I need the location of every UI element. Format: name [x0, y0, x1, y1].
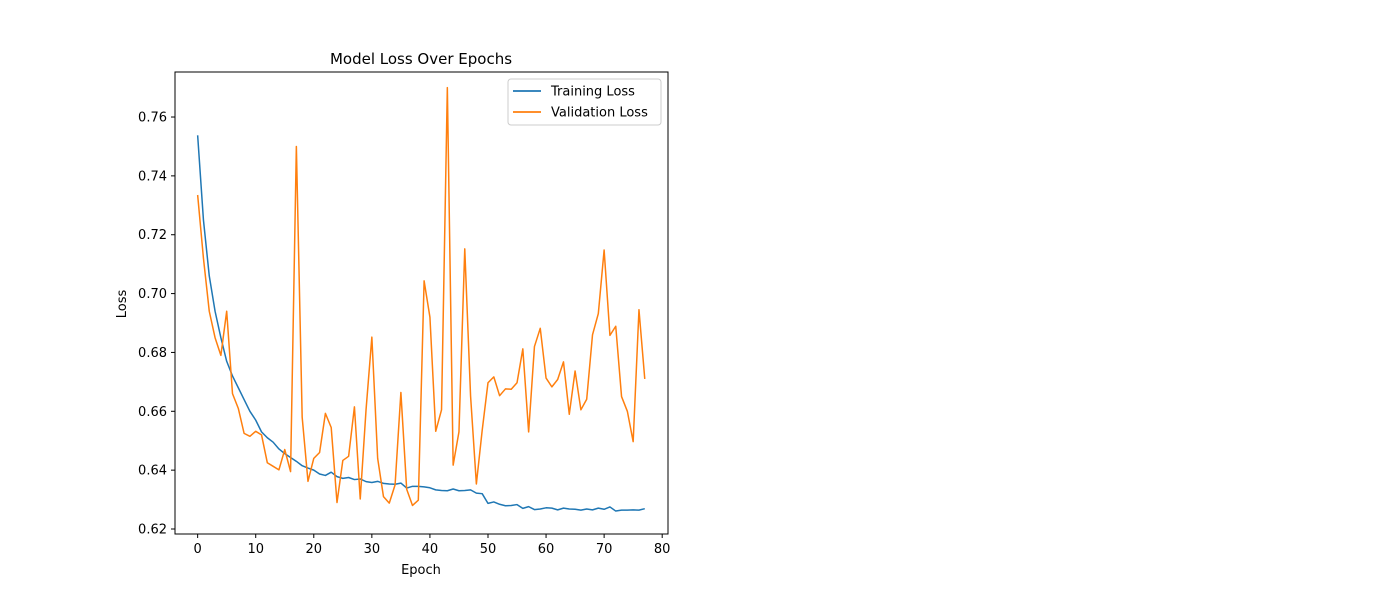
- x-tick-label: 20: [306, 542, 323, 557]
- x-axis-label: Epoch: [401, 563, 441, 578]
- y-tick-label: 0.74: [138, 169, 167, 184]
- validation-loss-points: [198, 88, 645, 506]
- x-tick-label: 10: [247, 542, 264, 557]
- y-tick-label: 0.64: [138, 464, 167, 479]
- x-tick-label: 40: [422, 542, 439, 557]
- validation-loss-line: [198, 88, 645, 506]
- legend-label: Training Loss: [550, 85, 635, 100]
- x-tick-label: 50: [480, 542, 497, 557]
- training-loss-line: [198, 135, 645, 511]
- legend-label: Validation Loss: [551, 106, 648, 121]
- plot-frame: [175, 72, 668, 534]
- legend: Training Loss Validation Loss: [508, 79, 661, 125]
- x-tick-label: 70: [596, 542, 613, 557]
- y-tick-label: 0.62: [138, 522, 167, 537]
- x-tick-label: 0: [194, 542, 202, 557]
- x-axis-ticks: 0 10 20 30 40 50 60 70 80: [194, 534, 671, 557]
- y-tick-label: 0.66: [138, 405, 167, 420]
- x-tick-label: 30: [364, 542, 381, 557]
- y-tick-label: 0.72: [138, 228, 167, 243]
- y-tick-label: 0.68: [138, 346, 167, 361]
- y-tick-label: 0.70: [138, 287, 167, 302]
- y-axis-label: Loss: [115, 290, 130, 319]
- x-tick-label: 80: [654, 542, 671, 557]
- chart-title: Model Loss Over Epochs: [330, 50, 512, 68]
- y-tick-label: 0.76: [138, 111, 167, 126]
- x-tick-label: 60: [538, 542, 555, 557]
- y-axis-ticks: 0.62 0.64 0.66 0.68 0.70 0.72 0.74 0.76: [138, 111, 175, 538]
- training-loss-points: [198, 135, 645, 511]
- series-layer: [198, 88, 645, 511]
